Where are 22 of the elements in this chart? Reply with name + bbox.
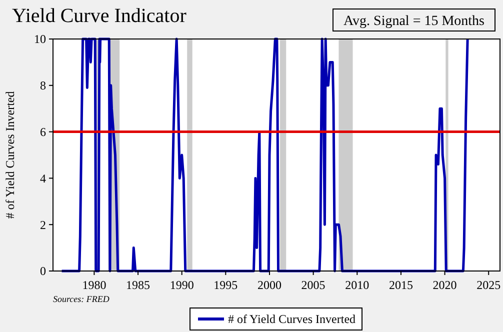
y-tick-label: 2 <box>40 218 46 232</box>
x-tick-label: 2020 <box>432 278 457 292</box>
y-axis-title: # of Yield Curves Inverted <box>3 91 17 219</box>
x-tick-label: 1995 <box>214 278 238 292</box>
y-tick-label: 0 <box>40 264 46 278</box>
y-tick-label: 8 <box>40 78 46 93</box>
x-tick-label: 2005 <box>301 278 326 292</box>
x-tick-label: 2010 <box>345 278 370 292</box>
x-tick-label: 2015 <box>388 278 413 292</box>
text: Avg. Signal = 15 Months <box>343 14 485 29</box>
y-tick-label: 6 <box>40 125 46 139</box>
x-tick-label: 2025 <box>476 278 501 292</box>
x-tick-label: 1985 <box>126 278 150 292</box>
x-tick-label: 1990 <box>170 278 194 292</box>
x-tick-label: 1980 <box>82 278 106 292</box>
chart-title: Yield Curve Indicator <box>12 5 187 27</box>
y-tick-label: 4 <box>40 171 46 186</box>
y-tick-label: 10 <box>34 32 46 46</box>
x-tick-label: 2000 <box>257 278 282 292</box>
source-note: Sources: FRED <box>53 294 110 304</box>
line-series <box>60 38 469 272</box>
legend-label: # of Yield Curves Inverted <box>228 312 356 326</box>
